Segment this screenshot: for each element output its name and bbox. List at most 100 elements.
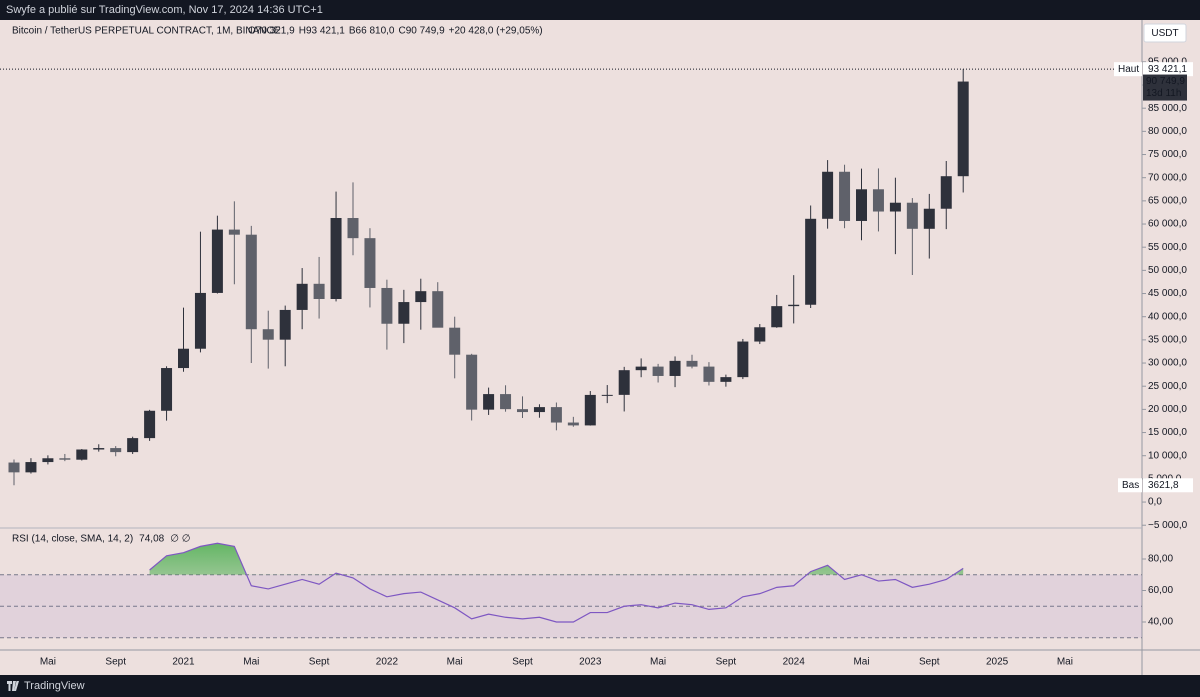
candle-body: [872, 189, 884, 212]
candle-body: [805, 218, 817, 305]
candle-body: [110, 448, 122, 453]
rsi-value: 74,08: [139, 534, 164, 545]
candle-body: [669, 360, 681, 376]
logo: [7, 681, 19, 691]
candle-body: [906, 202, 918, 229]
y-tick-label: 10 000,0: [1148, 450, 1187, 461]
candle-body: [144, 410, 156, 439]
x-tick-label: 2021: [172, 657, 195, 668]
ohlc-value: B66 810,0: [349, 26, 395, 37]
candle-body: [856, 189, 867, 221]
y-tick-label: 30 000,0: [1148, 358, 1187, 369]
y-tick-label: 15 000,0: [1148, 427, 1187, 438]
candle-body: [228, 229, 240, 235]
candle-body: [652, 366, 664, 376]
candle-body: [788, 304, 800, 307]
candle-body: [771, 306, 783, 328]
y-tick-label: 70 000,0: [1148, 172, 1187, 183]
ohlc-value: +20 428,0 (+29,05%): [449, 26, 543, 37]
ohlc-value: O70 321,9: [248, 26, 295, 37]
x-tick-label: 2024: [783, 657, 806, 668]
ohlc-value: H93 421,1: [299, 26, 346, 37]
candle-body: [364, 238, 376, 288]
y-tick-label: 55 000,0: [1148, 242, 1187, 253]
y-tick-label: 40,00: [1148, 617, 1173, 628]
x-tick-label: Mai: [40, 657, 56, 668]
x-tick-label: Sept: [716, 657, 737, 668]
brand: TradingView: [24, 680, 85, 692]
publisher-bar: Swyfe a publié sur TradingView.com, Nov …: [0, 0, 1200, 20]
y-tick-label: −5 000,0: [1148, 520, 1188, 531]
symbol-name: Bitcoin / TetherUS PERPETUAL CONTRACT, 1…: [12, 26, 281, 37]
candle-body: [940, 176, 952, 209]
low-value-tag: [1143, 478, 1193, 493]
candle-body: [584, 394, 596, 426]
candle-body: [398, 302, 410, 324]
candle-body: [618, 370, 630, 395]
candle-body: [76, 449, 88, 460]
rsi-band: [0, 574, 1142, 638]
candle-body: [161, 368, 173, 411]
x-tick-label: Sept: [919, 657, 940, 668]
candle-body: [211, 229, 223, 293]
footer: TradingView: [0, 675, 1200, 697]
candle-body: [330, 218, 342, 300]
candle-body: [957, 81, 969, 177]
candle-body: [635, 366, 647, 371]
symbol-legend: Bitcoin / TetherUS PERPETUAL CONTRACT, 1…: [12, 26, 543, 37]
candle-body: [720, 377, 732, 382]
candle-body: [466, 354, 478, 410]
candle-body: [25, 462, 37, 473]
candle-body: [754, 327, 766, 342]
low-tag: [1118, 478, 1142, 493]
y-tick-label: 40 000,0: [1148, 311, 1187, 322]
y-tick-label: 80,00: [1148, 554, 1173, 565]
x-tick-label: Sept: [105, 657, 126, 668]
candle-body: [703, 366, 715, 382]
candle-body: [8, 462, 20, 473]
candle-body: [567, 422, 579, 426]
candle-body: [415, 291, 427, 303]
ohlc-value: C90 749,9: [398, 26, 445, 37]
countdown: 13d 11h: [1146, 88, 1181, 99]
candle-body: [500, 394, 512, 410]
x-tick-label: Sept: [309, 657, 330, 668]
candle-body: [127, 438, 139, 453]
currency-label[interactable]: USDT: [1151, 28, 1178, 39]
currency-button[interactable]: [1143, 23, 1187, 43]
y-tick-label: 75 000,0: [1148, 149, 1187, 160]
overbought-fill: [149, 543, 964, 575]
y-tick-label: 0,0: [1148, 497, 1162, 508]
y-tick-label: 25 000,0: [1148, 381, 1187, 392]
y-tick-label: 50 000,0: [1148, 265, 1187, 276]
high-tag: [1114, 62, 1142, 77]
candle-body: [262, 329, 274, 340]
candle-body: [178, 348, 189, 369]
candle-body: [381, 287, 393, 324]
candle-body: [839, 171, 851, 221]
x-tick-label: Mai: [1057, 657, 1073, 668]
x-tick-label: 2023: [579, 657, 602, 668]
y-tick-label: 35 000,0: [1148, 335, 1187, 346]
rsi-name: RSI (14, close, SMA, 14, 2): [12, 534, 133, 545]
candle-body: [533, 407, 545, 413]
low-value: 3621,8: [1148, 480, 1179, 491]
x-tick-label: Mai: [243, 657, 259, 668]
x-tick-label: 2022: [376, 657, 399, 668]
candle-body: [245, 234, 257, 330]
x-tick-label: Mai: [853, 657, 869, 668]
candle-body: [347, 218, 359, 239]
x-tick-label: Mai: [447, 657, 463, 668]
candle-body: [59, 458, 71, 460]
y-tick-label: 80 000,0: [1148, 126, 1187, 137]
candle-body: [737, 341, 749, 378]
x-tick-label: 2025: [986, 657, 1009, 668]
candle-body: [279, 309, 291, 340]
y-tick-label: 20 000,0: [1148, 404, 1187, 415]
candle-body: [93, 448, 105, 450]
candle-body: [601, 394, 613, 396]
candle-body: [483, 394, 495, 410]
candle-body: [923, 208, 935, 229]
candle-body: [313, 283, 325, 300]
